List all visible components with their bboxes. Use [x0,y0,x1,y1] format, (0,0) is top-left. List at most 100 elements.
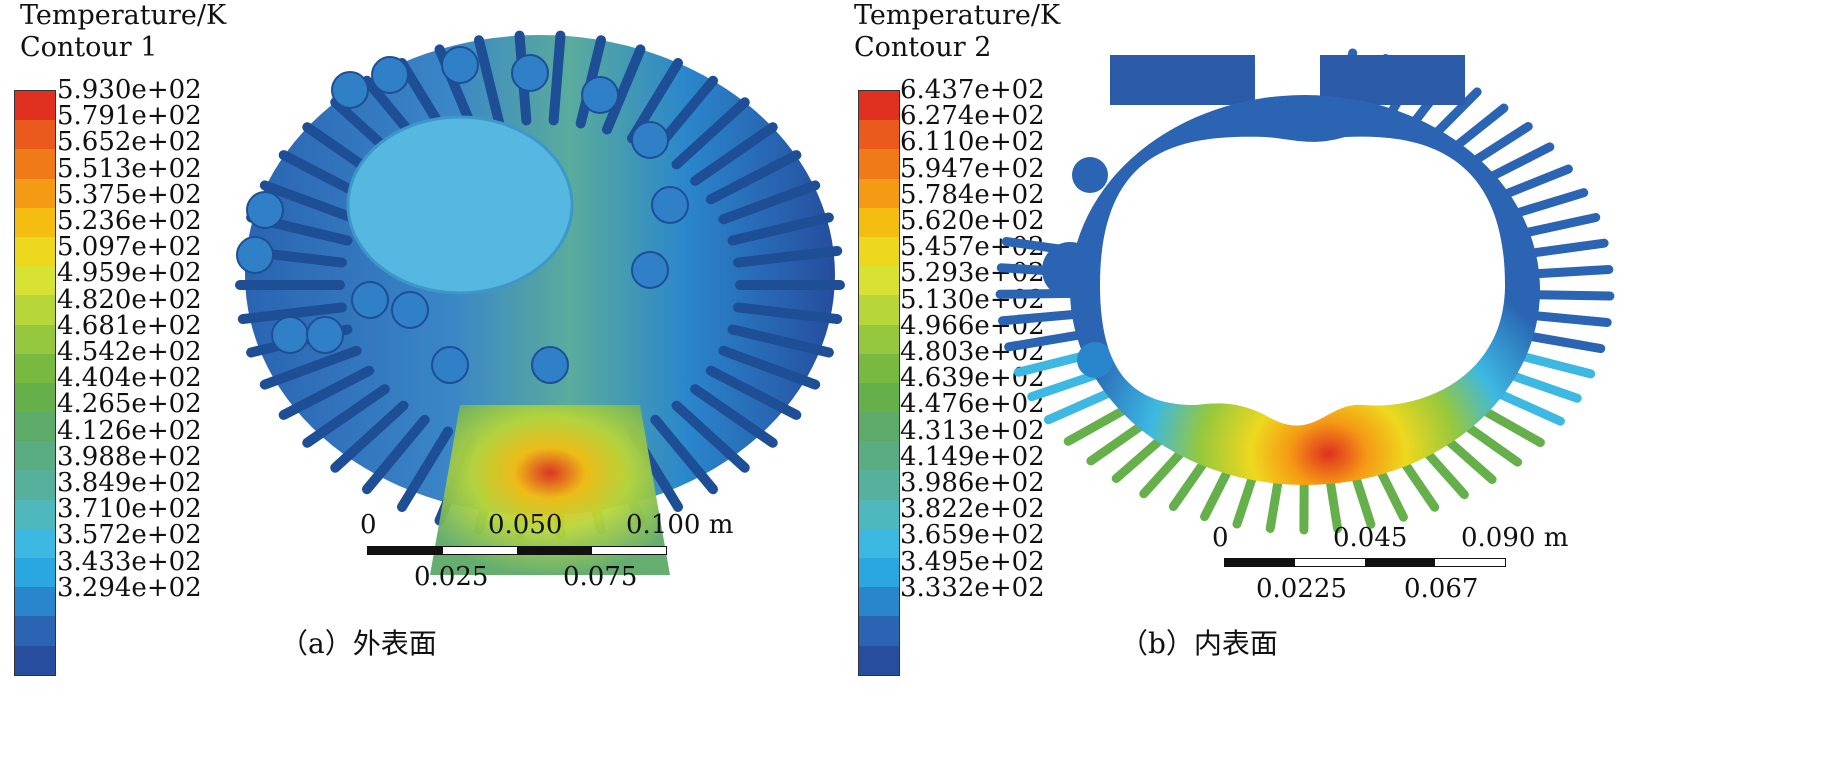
right-fin [1474,403,1545,448]
right-legend-value: 3.822e+02 [900,494,1045,525]
right-fin [1518,330,1606,354]
left-fin [690,384,778,448]
left-legend-swatch [15,499,55,529]
left-fin [733,302,843,325]
left-legend-swatch [15,266,55,296]
right-fin [1457,418,1523,467]
left-legend-value: 3.294e+02 [57,572,202,603]
right-legend-swatch [859,558,899,588]
left-boss [631,251,669,289]
right-fin [1427,87,1482,142]
right-fin [1111,430,1171,483]
right-legend-value: 6.437e+02 [900,75,1045,105]
right-legend-value: 3.659e+02 [900,520,1045,551]
left-fin [259,180,362,225]
right-fin [1521,238,1609,259]
left-boss [511,54,549,92]
right-legend-swatch [859,91,899,121]
left-fin [259,345,362,390]
right-legend-swatch [859,120,899,150]
left-boss [371,56,409,94]
right-legend-swatch [859,149,899,179]
right-legend-value: 4.476e+02 [900,389,1045,420]
left-legend-swatch [15,324,55,354]
left-fin [705,365,802,420]
left-fin [718,345,821,390]
left-legend-title-line2: Contour 1 [20,32,158,63]
left-legend-value: 3.572e+02 [57,520,202,551]
left-legend-swatch [15,120,55,150]
left-boss [651,186,689,224]
left-scale-label-050: 0.050 [488,510,563,540]
right-legend-swatch [859,236,899,267]
left-legend-value: 3.433e+02 [57,546,202,577]
left-boss [306,316,344,354]
left-legend-value: 5.930e+02 [57,75,202,105]
right-legend-value: 5.620e+02 [900,206,1045,236]
left-fin [302,384,390,448]
right-legend-swatch [859,645,899,675]
right-legend-value: 6.274e+02 [900,101,1045,132]
right-fin [1524,264,1614,279]
left-scale-bar [367,546,667,555]
right-legend-swatch [859,324,899,354]
left-fin [361,414,430,495]
right-legend-value: 5.947e+02 [900,153,1045,184]
left-legend-value: 5.791e+02 [57,101,202,132]
left-fin [548,30,566,126]
left-legend-swatch [15,91,55,121]
right-fin [1438,431,1497,485]
left-legend-swatch [15,616,55,646]
left-legend-title: Temperature/K Contour 1 [20,0,226,64]
right-scale-label-0225: 0.0225 [1256,574,1347,604]
left-legend-swatch [15,587,55,617]
left-boss [351,281,389,319]
right-fin [1523,310,1612,327]
right-contour-model [995,48,1615,535]
right-fin [1511,350,1596,379]
right-fin [1494,164,1573,202]
right-legend-value: 4.313e+02 [900,415,1045,446]
right-fin [1063,402,1135,446]
right-legend-value: 3.986e+02 [900,468,1045,498]
left-fin [330,400,409,473]
right-scale-bar [1224,558,1506,567]
left-legend-value: 4.542e+02 [57,337,202,367]
right-fin [1447,103,1509,155]
right-legend-swatch [859,178,899,208]
right-fin [1501,368,1582,403]
left-legend-value: 4.265e+02 [57,389,202,420]
right-legend-swatch [859,441,899,471]
left-boss [331,71,369,109]
left-fin [278,365,375,420]
left-color-legend-bar [14,90,56,676]
right-fin [1506,188,1589,220]
right-fin [1481,142,1555,185]
left-legend-swatch [15,441,55,471]
left-legend-value: 5.097e+02 [57,232,202,263]
left-fin [705,150,802,205]
right-legend-swatch [859,499,899,529]
left-contour-model [235,30,845,575]
left-boss [581,76,619,114]
left-legend-swatch [15,178,55,208]
left-legend-swatch [15,149,55,179]
left-boss [441,46,479,84]
left-legend-swatch [15,236,55,267]
left-boss [271,316,309,354]
left-fin [690,122,778,186]
left-legend-swatch [15,382,55,413]
right-legend-swatch [859,528,899,558]
left-fin [733,245,843,268]
left-legend-value: 4.681e+02 [57,310,202,341]
right-fin [1139,442,1191,499]
right-legend-value: 4.149e+02 [900,441,1045,472]
right-color-legend-bar [858,90,900,676]
left-legend-value: 4.820e+02 [57,284,202,315]
right-fin [1514,212,1601,239]
right-legend-value: 6.110e+02 [900,127,1045,158]
left-legend-swatch [15,207,55,237]
left-fin [237,302,347,325]
right-legend-value: 3.495e+02 [900,546,1045,577]
left-legend-value: 5.375e+02 [57,179,202,210]
